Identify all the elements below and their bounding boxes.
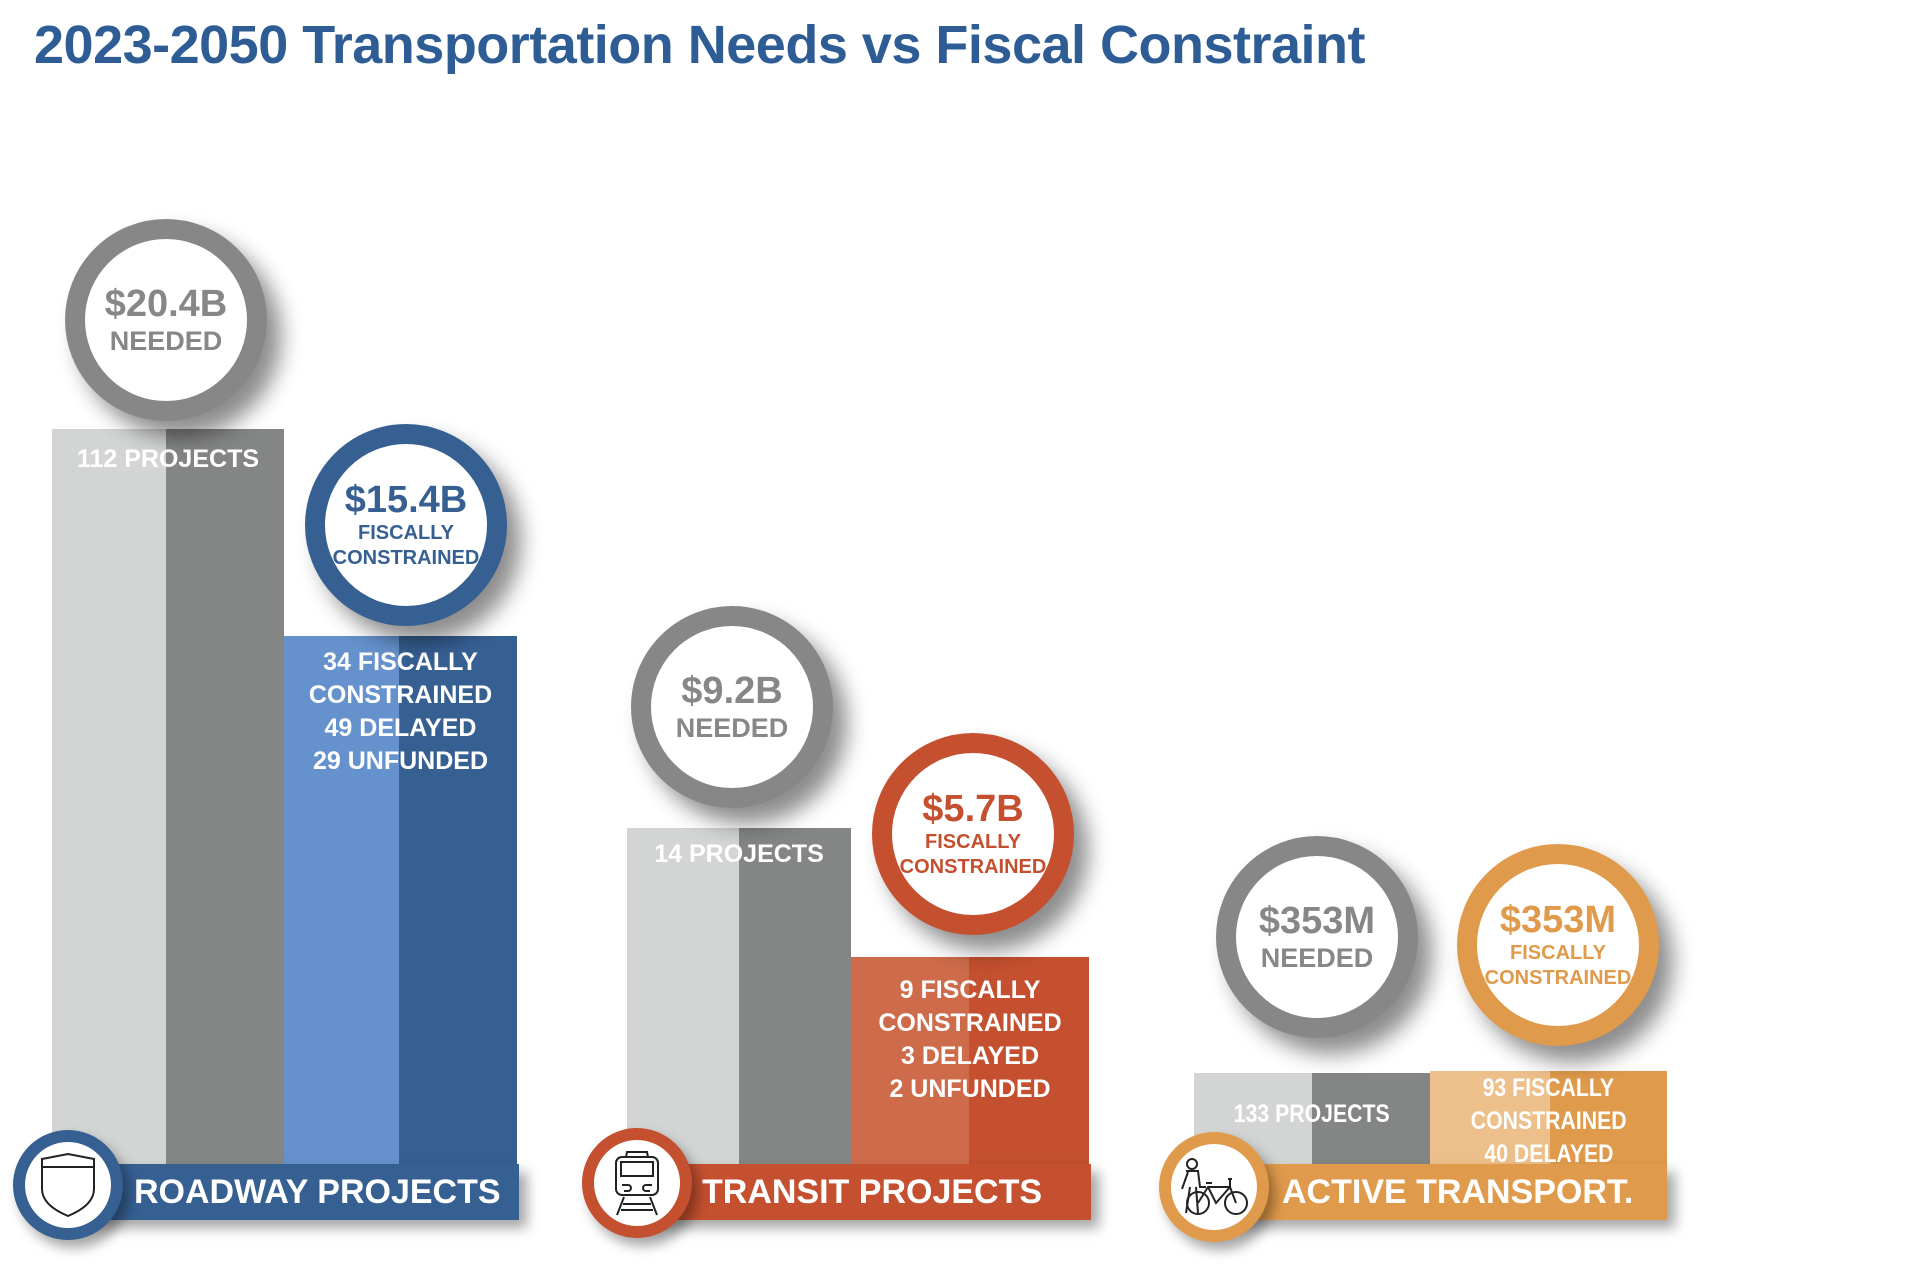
needed-label: NEEDED (1260, 943, 1374, 973)
roadway-label: ROADWAY PROJECTS (134, 1173, 501, 1211)
transit-icon-circle (582, 1128, 692, 1238)
active-fiscal-bar-light (1430, 1071, 1550, 1164)
roadway-needed-bar-light (52, 429, 166, 1164)
needed-value: $20.4B (104, 283, 228, 325)
breakdown-text: CONSTRAINED (1470, 1107, 1627, 1135)
roadway-fiscal-circle: $15.4B FISCALLY CONSTRAINED (305, 424, 507, 626)
breakdown-line: 2 UNFUNDED (889, 1075, 1051, 1103)
needed-value: $9.2B (681, 670, 783, 712)
active-icon-circle (1159, 1132, 1269, 1242)
shield-icon (41, 1152, 95, 1218)
breakdown-line: 34 FISCALLY (323, 648, 478, 676)
transit-needed-circle: $9.2B NEEDED (631, 606, 833, 808)
fiscal-value: $353M (1499, 899, 1617, 941)
breakdown-line: 9 FISCALLY (899, 976, 1041, 1004)
transit-projects-count: 14 PROJECTS (654, 840, 824, 868)
transit-fiscal-bar-light (851, 957, 969, 1164)
roadway-projects-count: 112 PROJECTS (76, 445, 260, 473)
fiscal-label: FISCALLY (358, 522, 454, 544)
breakdown-text: 93 FISCALLY (1482, 1074, 1615, 1102)
active-projects-count: 133 PROJECTS (1194, 1098, 1430, 1131)
roadway-fiscal-bar-light (284, 636, 399, 1164)
fiscal-value: $15.4B (344, 479, 468, 521)
needed-value: $353M (1258, 900, 1376, 942)
active-breakdown: 93 FISCALLY CONSTRAINED 40 DELAYED (1430, 1072, 1667, 1171)
active-needed-bar-dark (1312, 1073, 1430, 1164)
active-fiscal-circle: $353M FISCALLY CONSTRAINED (1457, 844, 1659, 1046)
transit-needed-bar-dark (739, 828, 851, 1164)
transit-needed-bar-light (627, 828, 739, 1164)
fiscal-value: $5.7B (922, 788, 1024, 830)
needed-label: NEEDED (109, 326, 223, 356)
fiscal-label: CONSTRAINED (1484, 967, 1632, 989)
transit-fiscal-circle: $5.7B FISCALLY CONSTRAINED (872, 733, 1074, 935)
transit-fiscal-bar-dark (969, 957, 1089, 1164)
roadway-needed-circle: $20.4B NEEDED (65, 219, 267, 421)
breakdown-line: 93 FISCALLY (1430, 1072, 1667, 1105)
transit-label: TRANSIT PROJECTS (702, 1173, 1043, 1211)
transit-label-bar: TRANSIT PROJECTS (640, 1164, 1091, 1220)
fiscal-label: CONSTRAINED (332, 547, 480, 569)
pedestrian-bicycle-icon (1181, 1158, 1248, 1215)
breakdown-line: 49 DELAYED (324, 714, 477, 742)
breakdown-line: 3 DELAYED (900, 1042, 1039, 1070)
roadway-needed-bar-dark (166, 429, 284, 1164)
needed-label: NEEDED (675, 713, 789, 743)
projects-text: 133 PROJECTS (1234, 1100, 1390, 1128)
breakdown-line: 40 DELAYED (1430, 1138, 1667, 1171)
breakdown-line: CONSTRAINED (878, 1009, 1062, 1037)
roadway-breakdown: 34 FISCALLY CONSTRAINED 49 DELAYED 29 UN… (284, 646, 517, 778)
breakdown-text: 40 DELAYED (1483, 1140, 1614, 1168)
active-label: ACTIVE TRANSPORT. (1282, 1173, 1634, 1211)
roadway-icon-circle (13, 1130, 123, 1240)
active-needed-circle: $353M NEEDED (1216, 836, 1418, 1038)
train-icon (615, 1151, 659, 1216)
fiscal-label: CONSTRAINED (899, 856, 1047, 878)
fiscal-label: FISCALLY (1510, 942, 1606, 964)
page-title: 2023-2050 Transportation Needs vs Fiscal… (34, 15, 1366, 75)
active-fiscal-bar-dark (1550, 1071, 1667, 1164)
active-label-bar: ACTIVE TRANSPORT. (1218, 1164, 1667, 1220)
breakdown-line: CONSTRAINED (1430, 1105, 1667, 1138)
transit-breakdown: 9 FISCALLY CONSTRAINED 3 DELAYED 2 UNFUN… (851, 974, 1089, 1106)
breakdown-line: 29 UNFUNDED (312, 747, 489, 775)
roadway-fiscal-bar-dark (399, 636, 517, 1164)
fiscal-label: FISCALLY (925, 831, 1021, 853)
breakdown-line: CONSTRAINED (308, 681, 493, 709)
roadway-label-bar: ROADWAY PROJECTS (74, 1164, 519, 1220)
